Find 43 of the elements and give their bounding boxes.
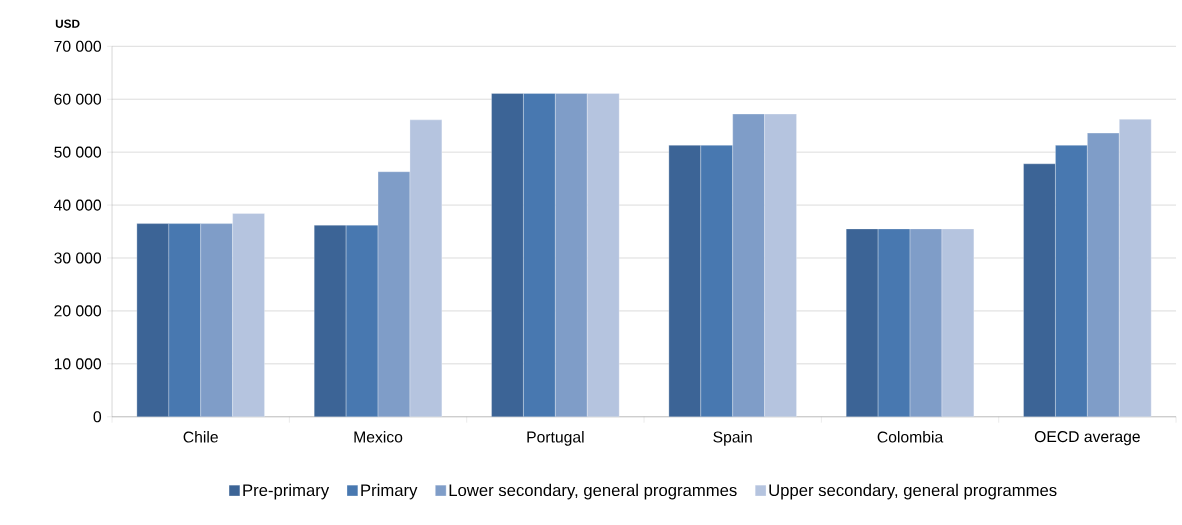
y-tick-label: 20 000: [54, 305, 102, 317]
y-tick-label: 10 000: [54, 358, 102, 370]
bar: [409, 119, 443, 417]
bar: [668, 145, 701, 417]
legend-label: Lower secondary, general programmes: [449, 483, 737, 500]
bar: [168, 223, 201, 417]
bar: [700, 145, 733, 417]
y-axis-title: USD: [55, 19, 80, 28]
bar: [846, 228, 879, 417]
bar: [377, 171, 411, 417]
bar: [1023, 163, 1056, 417]
bar: [232, 213, 265, 417]
y-tick-label: 60 000: [54, 93, 102, 105]
bar: [732, 113, 765, 417]
y-tick-label: 30 000: [54, 252, 102, 264]
bar: [523, 93, 556, 417]
bar: [314, 224, 347, 417]
y-tick-label: 0: [93, 411, 102, 423]
bar: [1119, 119, 1152, 417]
bar: [941, 228, 975, 417]
bar: [491, 93, 524, 417]
bar: [877, 228, 911, 417]
y-tick-label: 70 000: [54, 40, 102, 52]
bar: [587, 93, 620, 417]
x-tick-label: Portugal: [527, 430, 584, 446]
y-tick-label: 50 000: [54, 146, 102, 158]
x-tick-label: Colombia: [877, 430, 944, 443]
x-tick-label: Mexico: [354, 430, 403, 443]
x-tick-label: Chile: [183, 430, 218, 443]
legend-label: Pre-primary: [243, 483, 330, 500]
bar: [1087, 132, 1120, 417]
legend-label: Upper secondary, general programmes: [769, 483, 1057, 500]
x-tick-label: Spain: [713, 430, 752, 446]
bar: [200, 223, 233, 417]
bar: [764, 113, 797, 417]
y-tick-label: 40 000: [54, 199, 102, 211]
x-tick-label: OECD average: [1034, 430, 1140, 446]
bar: [136, 223, 169, 417]
legend-label: Primary: [361, 483, 418, 500]
bar: [909, 228, 943, 417]
bar: [1055, 145, 1088, 417]
bar: [345, 224, 379, 417]
bar: [555, 93, 588, 417]
